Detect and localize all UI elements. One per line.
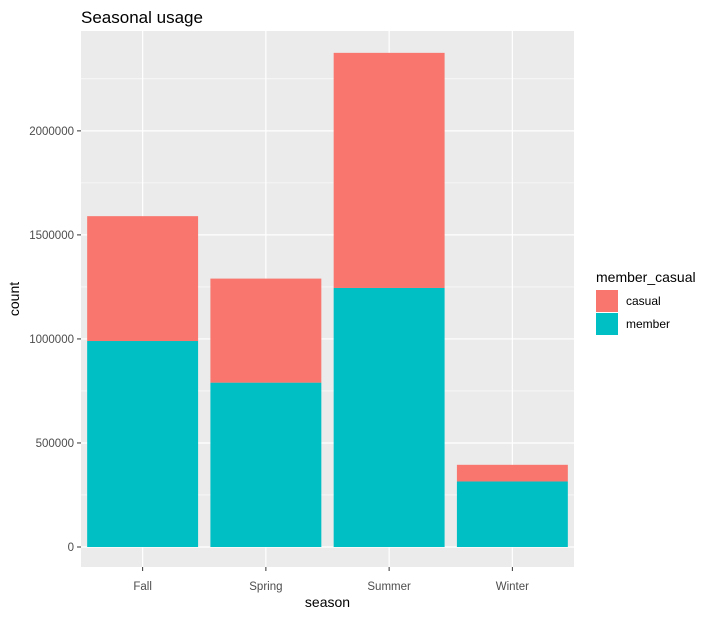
y-tick-label: 1500000 [29,230,74,242]
chart-title: Seasonal usage [81,8,203,27]
bar-summer-member [333,287,445,547]
x-tick-label: Spring [249,581,282,593]
legend-label-member: member [626,317,670,331]
legend: member_casual casual member [596,269,696,335]
x-tick-label: Summer [367,581,411,593]
x-tick-label: Winter [496,581,529,593]
x-axis-title: season [305,594,350,610]
y-tick-label: 0 [68,542,74,554]
bar-winter-member [456,481,568,547]
y-axis-title: count [6,282,22,316]
legend-items: casual member [596,290,670,335]
bar-fall-member [87,341,199,547]
legend-label-casual: casual [626,294,661,308]
legend-swatch-casual [596,290,618,312]
bars [87,52,568,547]
bar-fall-casual [87,216,199,342]
y-tick-label: 1000000 [29,334,74,346]
y-axis: 0 500000 1000000 1500000 2000000 [29,126,81,554]
y-tick-label: 2000000 [29,126,74,138]
legend-swatch-member [596,313,618,335]
y-tick-label: 500000 [36,438,74,450]
bar-spring-casual [210,278,322,383]
bar-spring-member [210,382,322,547]
x-tick-label: Fall [133,581,152,593]
legend-title: member_casual [596,269,696,285]
x-axis: Fall Spring Summer Winter [133,567,529,593]
bar-summer-casual [333,52,445,288]
bar-winter-casual [456,464,568,482]
